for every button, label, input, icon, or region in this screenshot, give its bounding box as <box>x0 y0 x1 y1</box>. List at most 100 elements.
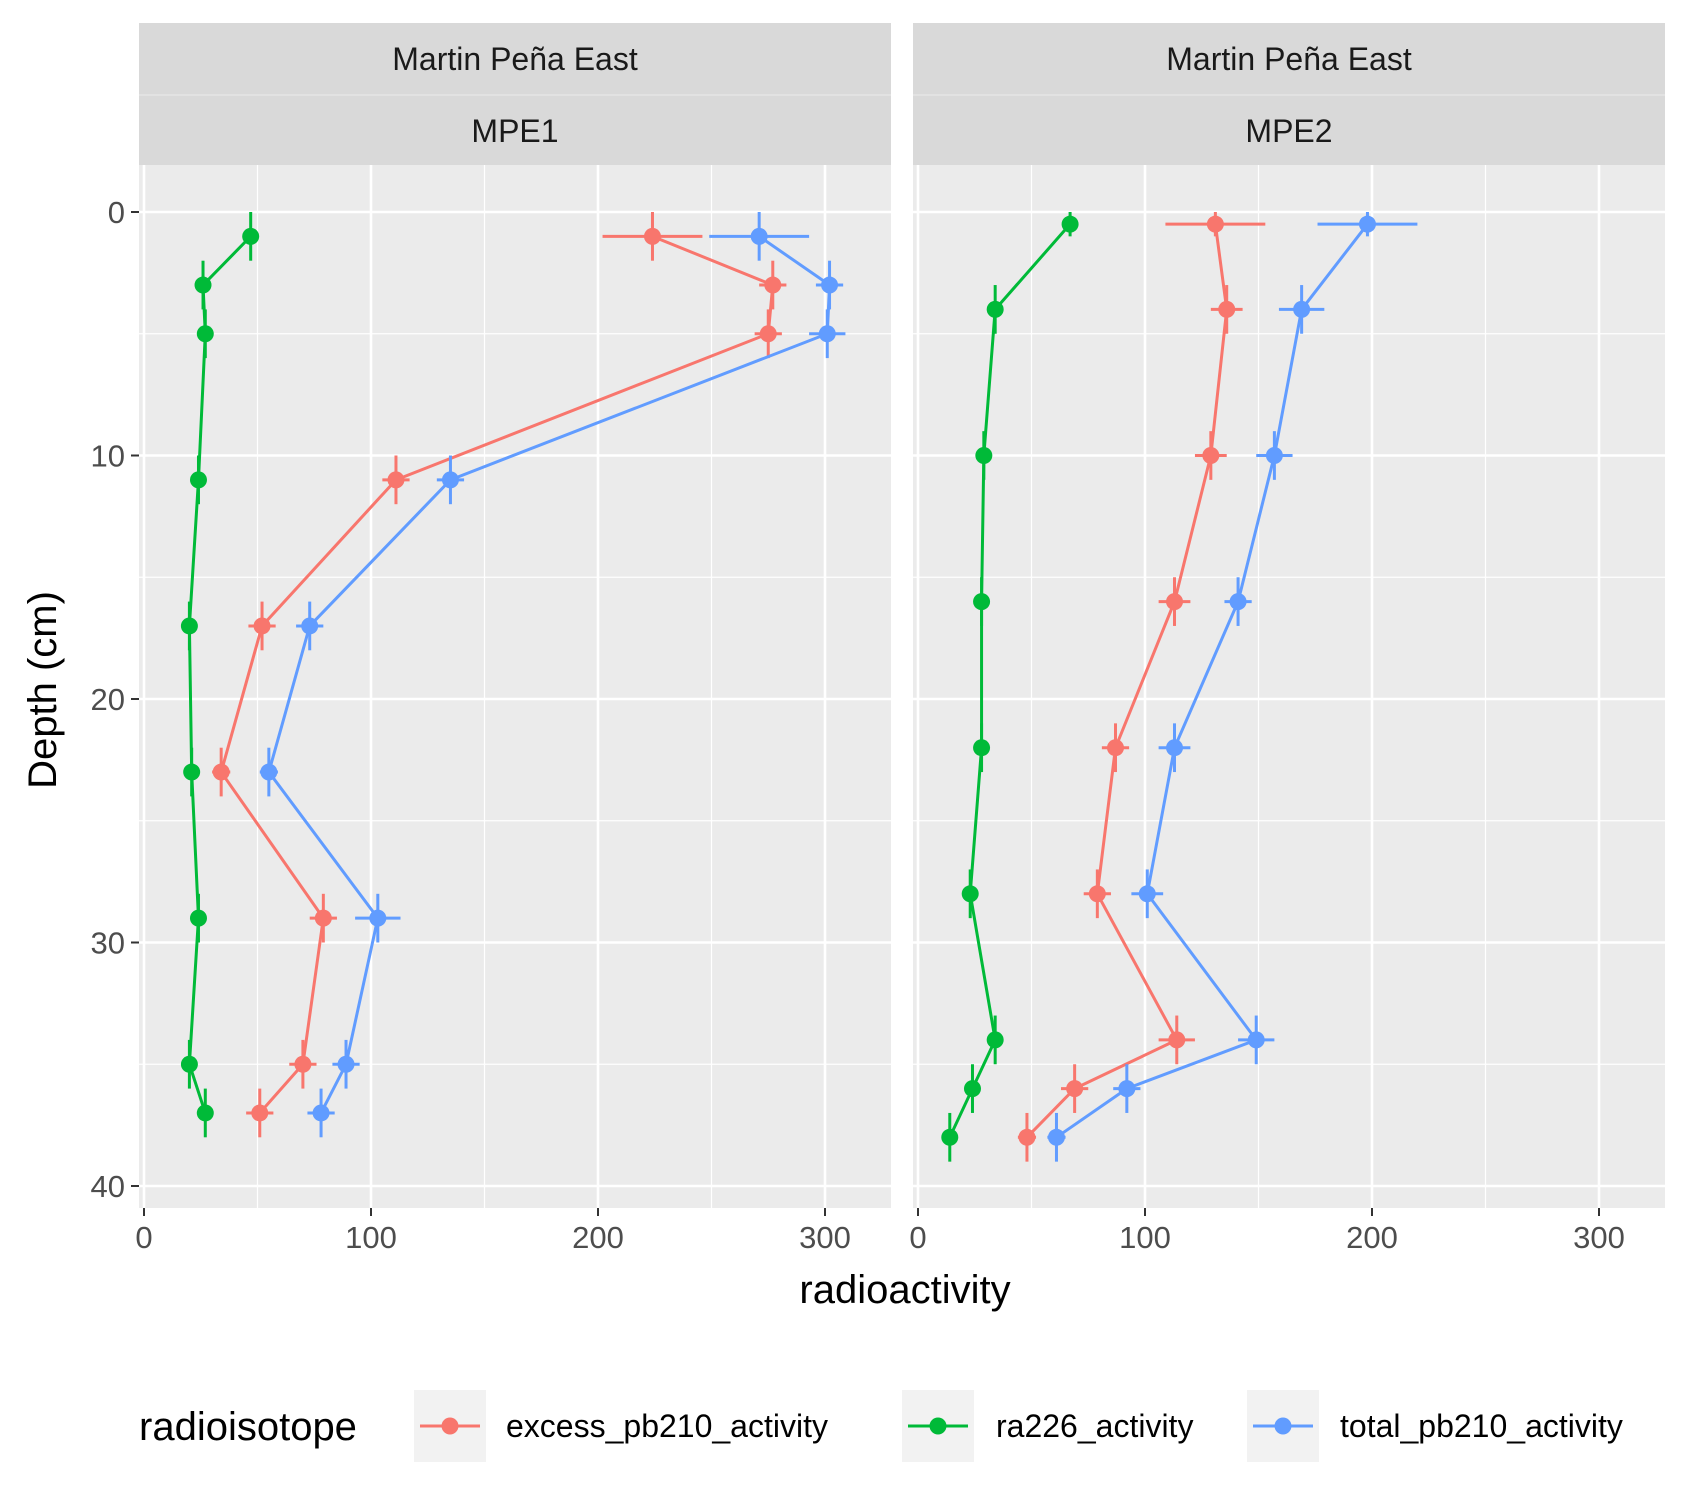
legend-label: ra226_activity <box>996 1408 1193 1444</box>
x-tick-label: 100 <box>1119 1220 1171 1255</box>
data-point <box>764 276 782 294</box>
data-point <box>189 909 207 927</box>
data-point <box>1166 593 1184 611</box>
legend-label: total_pb210_activity <box>1340 1408 1623 1444</box>
x-tick-label: 0 <box>909 1220 926 1255</box>
data-point <box>1358 215 1376 233</box>
series-total_pb210_activity <box>1047 212 1418 1162</box>
plot-background <box>913 165 1665 1208</box>
gridlines <box>913 165 1665 1208</box>
x-tick-label: 200 <box>572 1220 624 1255</box>
data-point <box>1066 1080 1084 1098</box>
strip-top-background <box>913 23 1665 95</box>
data-point <box>821 276 839 294</box>
data-point <box>941 1128 959 1146</box>
data-point <box>1018 1128 1036 1146</box>
x-tick-label: 0 <box>135 1220 152 1255</box>
y-tick-label: 10 <box>91 439 125 474</box>
series-ra226_activity <box>941 212 1079 1162</box>
legend: radioisotope excess_pb210_activity ra226_… <box>139 1390 1623 1462</box>
legend-item-total_pb210_activity: total_pb210_activity <box>1247 1390 1623 1462</box>
data-point <box>961 885 979 903</box>
x-tick-label: 300 <box>799 1220 851 1255</box>
data-point <box>212 763 230 781</box>
x-tick-label: 200 <box>1346 1220 1398 1255</box>
x-tick-label: 100 <box>345 1220 397 1255</box>
data-point <box>387 471 405 489</box>
data-point <box>986 1031 1004 1049</box>
data-point <box>1229 593 1247 611</box>
data-point <box>963 1080 981 1098</box>
legend-key-point <box>441 1417 459 1435</box>
strip-label-site: Martin Peña East <box>392 41 638 77</box>
data-point <box>986 300 1004 318</box>
data-point <box>251 1104 269 1122</box>
series-total_pb210_activity <box>259 212 846 1138</box>
data-point <box>337 1055 355 1073</box>
data-point <box>1265 447 1283 464</box>
data-point <box>973 593 991 611</box>
data-point <box>196 325 214 343</box>
strip-bottom-background <box>139 95 891 165</box>
data-point <box>1293 300 1311 318</box>
series-excess_pb210_activity <box>1017 212 1266 1162</box>
series-ra226_activity <box>180 212 260 1138</box>
plot-background <box>139 165 891 1208</box>
series-group <box>941 212 1418 1162</box>
panel-mpe2: Martin Peña East MPE2 0 100 200 300 <box>909 23 1665 1255</box>
panel-mpe1: Martin Peña East MPE1 0 100 200 300 0 10 20 30 40 <box>91 23 891 1255</box>
strip-bottom-background <box>913 95 1665 165</box>
data-point <box>369 909 387 927</box>
legend-key-point <box>929 1417 947 1435</box>
data-point <box>183 763 201 781</box>
gridlines <box>139 165 891 1208</box>
data-point <box>194 276 212 294</box>
data-point <box>312 1104 330 1122</box>
data-point <box>1118 1080 1136 1098</box>
data-point <box>242 227 260 245</box>
strip-label-site: Martin Peña East <box>1166 41 1412 77</box>
y-tick-label: 30 <box>91 926 125 961</box>
data-point <box>441 471 459 489</box>
data-point <box>1106 739 1124 757</box>
data-point <box>1206 215 1224 233</box>
data-point <box>1168 1031 1186 1049</box>
data-point <box>1202 447 1220 464</box>
data-point <box>750 227 768 245</box>
strip-label-core: MPE1 <box>471 113 558 149</box>
legend-title: radioisotope <box>139 1405 357 1449</box>
x-tick-label: 300 <box>1573 1220 1625 1255</box>
y-axis-title: Depth (cm) <box>21 591 65 789</box>
data-point <box>314 909 332 927</box>
data-point <box>818 325 836 343</box>
data-point <box>643 227 661 245</box>
data-point <box>294 1055 312 1073</box>
data-point <box>260 763 278 781</box>
y-tick-label: 0 <box>108 195 125 230</box>
series-group <box>180 212 846 1138</box>
data-point <box>180 617 198 635</box>
data-point <box>1138 885 1156 903</box>
data-point <box>1061 215 1079 233</box>
data-point <box>1047 1128 1065 1146</box>
legend-key-point <box>1274 1417 1292 1435</box>
y-tick-label: 40 <box>91 1169 125 1204</box>
data-point <box>1218 300 1236 318</box>
data-point <box>1088 885 1106 903</box>
data-point <box>975 447 993 464</box>
strip-top-background <box>139 23 891 95</box>
legend-item-excess_pb210_activity: excess_pb210_activity <box>414 1390 828 1462</box>
data-point <box>196 1104 214 1122</box>
data-point <box>180 1055 198 1073</box>
data-point <box>1166 739 1184 757</box>
data-point <box>1247 1031 1265 1049</box>
legend-label: excess_pb210_activity <box>506 1408 828 1444</box>
legend-item-ra226_activity: ra226_activity <box>902 1390 1193 1462</box>
data-point <box>253 617 271 635</box>
data-point <box>973 739 991 757</box>
data-point <box>759 325 777 343</box>
data-point <box>189 471 207 489</box>
x-axis-title: radioactivity <box>799 1268 1010 1312</box>
